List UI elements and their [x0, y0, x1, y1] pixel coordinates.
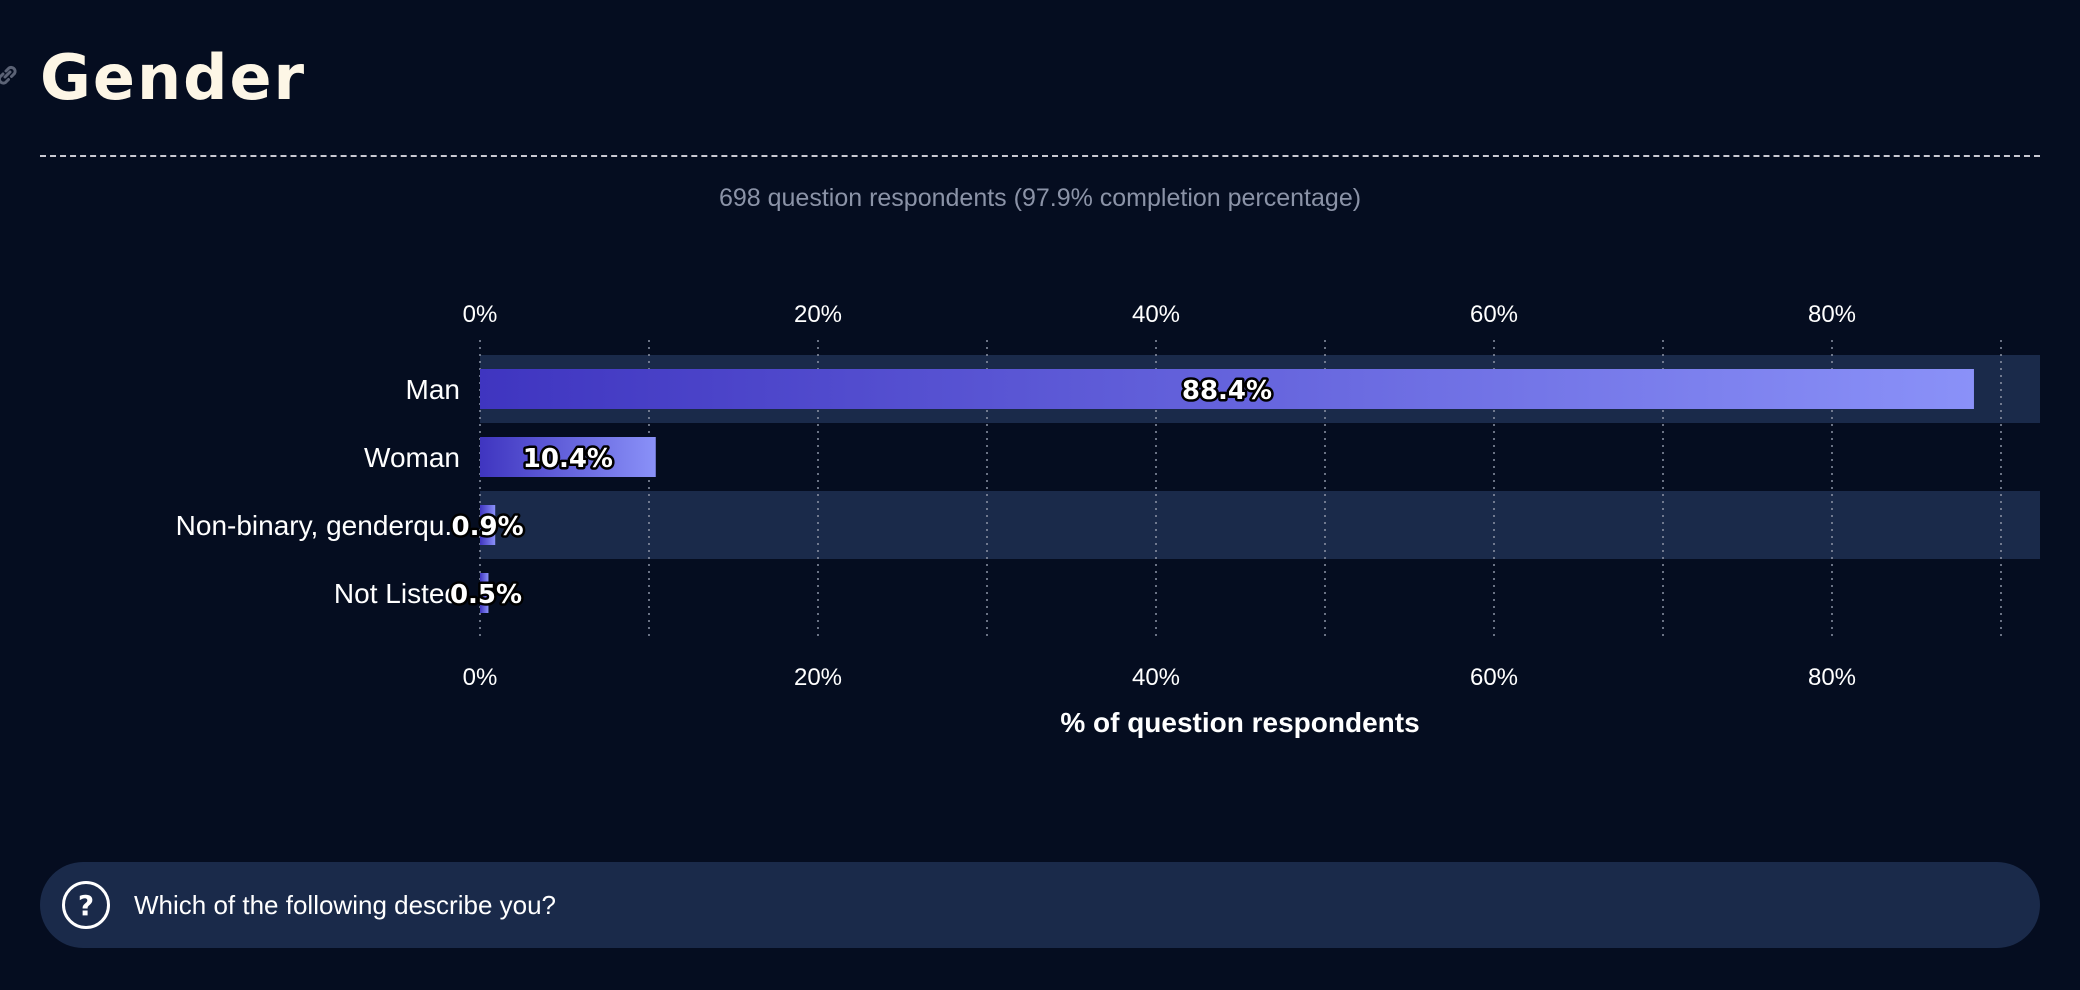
page-title: Gender — [40, 41, 307, 114]
x-tick-label: 0% — [463, 664, 498, 691]
bar — [480, 573, 489, 613]
bar — [480, 437, 656, 477]
x-tick-label: 60% — [1470, 664, 1518, 691]
bar-chart: 0% 0% 20% 20% 40% 40% 60% 60% 80% 80% Man Woman Non-… — [176, 301, 2040, 738]
category-label: Woman — [364, 442, 460, 473]
x-tick-label: 80% — [1808, 664, 1856, 691]
x-tick-label: 20% — [794, 664, 842, 691]
bar — [480, 505, 496, 545]
link-icon[interactable] — [0, 62, 20, 88]
question-box: ? Which of the following describe you? — [40, 862, 2040, 948]
bar-value-label: 0.9% — [452, 512, 524, 542]
x-tick-label: 0% — [463, 301, 498, 328]
row-band — [480, 491, 2040, 559]
x-axis-title: % of question respondents — [1060, 707, 1419, 738]
x-tick-label: 80% — [1808, 301, 1856, 328]
x-tick-label: 20% — [794, 301, 842, 328]
x-tick-label: 40% — [1132, 301, 1180, 328]
bar — [480, 369, 1974, 409]
respondents-subtitle: 698 question respondents (97.9% completi… — [718, 184, 1362, 212]
question-text: Which of the following describe you? — [134, 889, 557, 920]
bar-value-label: 0.5% — [450, 580, 522, 610]
category-label: Man — [406, 374, 460, 405]
category-label: Non-binary, genderqu.. — [176, 510, 460, 541]
x-tick-label: 60% — [1470, 301, 1518, 328]
x-tick-label: 40% — [1132, 664, 1180, 691]
bar-value-label: 88.4% — [1182, 376, 1272, 406]
divider — [40, 155, 2040, 157]
category-label: Not Listed — [334, 578, 460, 609]
bar-value-label: 10.4% — [523, 444, 613, 474]
question-circle-icon: ? — [62, 881, 110, 929]
